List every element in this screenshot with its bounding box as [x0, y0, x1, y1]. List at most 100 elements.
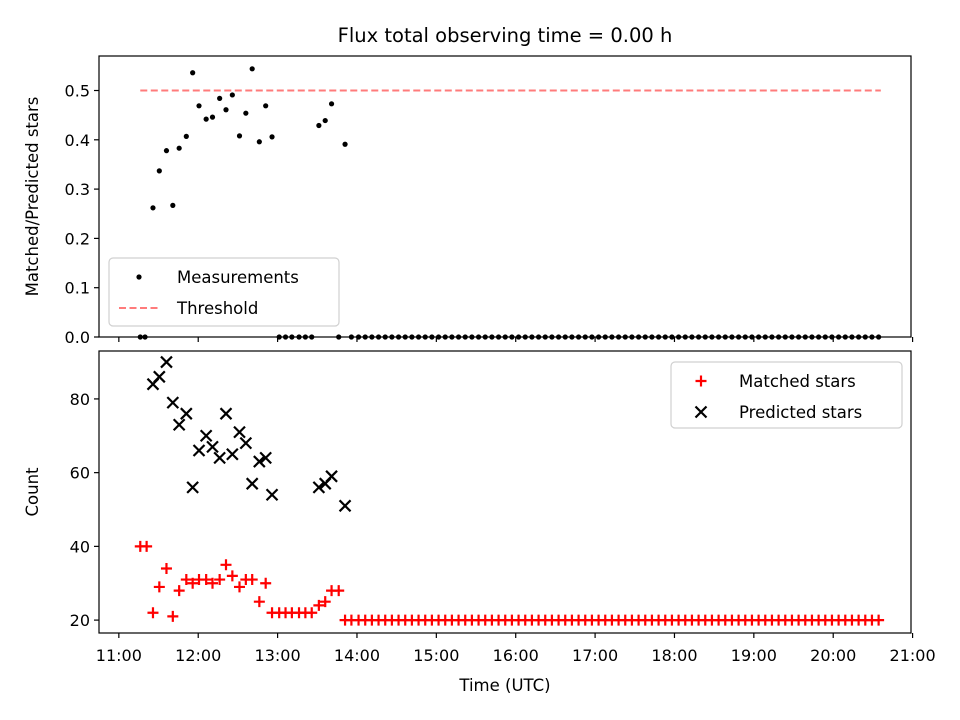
data-point [873, 614, 885, 626]
legend-label: Matched stars [739, 372, 856, 391]
data-point [183, 133, 189, 139]
data-point [203, 116, 209, 122]
data-point [233, 581, 245, 593]
data-point [214, 574, 226, 586]
series-predicted-stars [146, 355, 352, 513]
data-point [213, 451, 226, 465]
data-point [219, 407, 233, 420]
data-point [207, 577, 219, 589]
x-tick-label: 12:00 [175, 646, 221, 665]
data-point [156, 168, 162, 174]
data-point [239, 436, 253, 450]
data-point [226, 570, 238, 582]
data-point [245, 477, 259, 490]
data-point [253, 596, 265, 608]
data-point [260, 577, 272, 589]
data-point [186, 481, 199, 494]
x-tick-label: 20:00 [810, 646, 856, 665]
data-point [206, 440, 219, 454]
y-tick-label: 0.0 [65, 328, 90, 347]
data-point [246, 574, 258, 586]
data-point [338, 499, 352, 513]
series-matched-stars [134, 540, 885, 626]
data-point [233, 425, 246, 439]
y-tick-label: 60 [70, 464, 90, 483]
data-point [163, 148, 170, 154]
legend-marker [136, 274, 142, 280]
legend-marker [694, 405, 708, 419]
data-point [229, 92, 235, 98]
data-point [322, 117, 328, 124]
x-tick-label: 16:00 [493, 646, 539, 665]
y-tick-label: 0.4 [65, 131, 90, 150]
legend: Measurements Threshold [108, 257, 340, 327]
data-point [170, 202, 176, 208]
y-tick-label: 80 [70, 390, 90, 409]
data-point [141, 540, 153, 552]
data-point [167, 610, 179, 622]
data-point [160, 562, 172, 574]
data-point [306, 607, 318, 619]
x-tick-label: 19:00 [731, 646, 777, 665]
x-tick-label: 15:00 [413, 646, 459, 665]
y-axis-label: Count [23, 467, 42, 517]
legend-box [670, 361, 903, 429]
axes-frame [98, 350, 912, 634]
data-point [223, 107, 229, 113]
data-point [147, 607, 159, 619]
data-point [319, 596, 331, 608]
y-tick-label: 0.1 [65, 279, 90, 298]
legend-marker [695, 375, 707, 387]
y-tick-label: 20 [70, 611, 90, 630]
y-tick-label: 0.5 [65, 82, 90, 101]
x-tick-label: 13:00 [255, 646, 301, 665]
data-point [187, 577, 199, 589]
data-point [249, 66, 255, 72]
data-point [209, 114, 216, 120]
data-point [200, 574, 212, 586]
legend-label: Threshold [176, 299, 258, 318]
data-point [312, 481, 326, 494]
data-point [150, 205, 156, 211]
x-tick-label: 21:00 [890, 646, 936, 665]
data-point [190, 70, 196, 76]
data-point [243, 110, 249, 116]
data-point [269, 134, 275, 140]
data-point [176, 145, 182, 151]
legend-box [108, 257, 340, 327]
data-point [313, 599, 325, 611]
x-axis-label: Time (UTC) [458, 676, 550, 695]
data-point [180, 574, 192, 586]
legend: Matched stars Predicted stars [670, 361, 903, 429]
data-point [236, 133, 243, 139]
data-point [173, 585, 185, 597]
data-point [160, 355, 173, 369]
x-tick-label: 17:00 [572, 646, 618, 665]
data-point [316, 122, 322, 129]
data-point [253, 455, 266, 468]
data-point [328, 101, 335, 107]
data-point [226, 447, 239, 461]
data-point [153, 581, 165, 593]
data-point [217, 95, 223, 101]
y-tick-label: 0.2 [65, 229, 90, 248]
chart-title: Flux total observing time = 0.00 h [338, 24, 673, 47]
data-point [172, 418, 186, 432]
data-point [192, 444, 206, 457]
top-panel: 0.0 0.1 0.2 0.3 0.4 0.5 Matched/Predicted star… [23, 55, 914, 347]
data-point [180, 407, 193, 420]
data-point [342, 141, 348, 147]
x-tick-label: 11:00 [96, 646, 142, 665]
data-point [259, 451, 272, 465]
data-point [166, 396, 180, 409]
data-point [196, 103, 202, 109]
data-point [333, 585, 345, 597]
x-tick-label: 14:00 [334, 646, 380, 665]
legend-label: Predicted stars [739, 403, 862, 422]
y-tick-label: 40 [70, 537, 90, 556]
data-point [265, 488, 279, 502]
bottom-panel: 20 40 60 80 11:00 12:00 13:00 14:00 15:00 16:00 17… [23, 350, 936, 695]
data-point [325, 470, 338, 483]
legend-label: Measurements [177, 268, 299, 287]
